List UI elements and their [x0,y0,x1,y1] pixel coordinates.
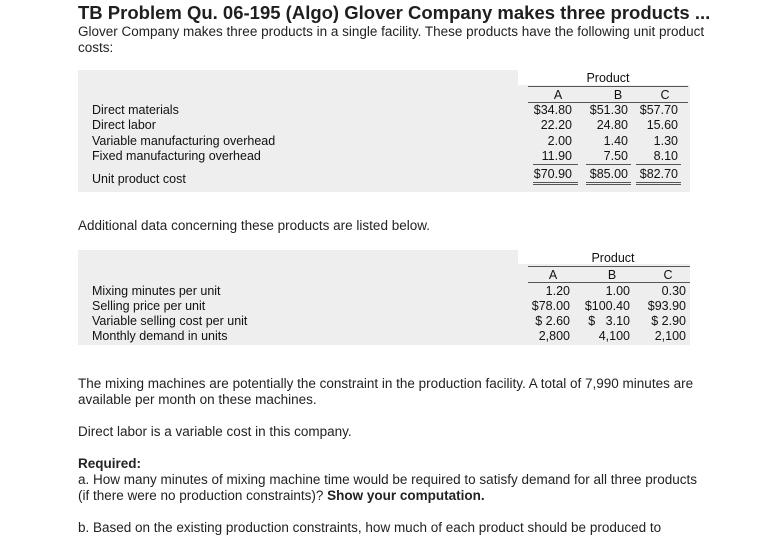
unit-product-cost-a: $70.90 [533,167,572,181]
column-header-c: C [660,88,670,102]
requirement-a: a. How many minutes of mixing machine ti… [78,472,708,504]
row-label-monthly-demand: Monthly demand in units [92,329,228,343]
row-label-variable-selling-cost: Variable selling cost per unit [92,314,248,328]
mixing-minutes-a: 1.20 [545,284,570,298]
variable-selling-cost-b: $ 3.10 [588,314,630,328]
variable-overhead-c: 1.30 [653,134,678,148]
column-header-b: B [613,88,623,102]
direct-materials-c: $57.70 [639,103,678,117]
unit-cost-table: Product A B C Direct materials $34.80 $5… [78,70,690,192]
variable-overhead-a: 2.00 [547,134,572,148]
direct-materials-a: $34.80 [533,103,572,117]
unit-product-cost-b: $85.00 [589,167,628,181]
mixing-minutes-c: 0.30 [661,284,686,298]
monthly-demand-c: 2,100 [654,329,686,343]
row-label-variable-overhead: Variable manufacturing overhead [92,134,276,148]
column-header-a-2: A [548,268,558,282]
direct-materials-b: $51.30 [589,103,628,117]
additional-data-text: Additional data concerning these product… [78,218,430,233]
row-label-mixing-minutes: Mixing minutes per unit [92,284,221,298]
direct-labor-a: 22.20 [540,118,572,132]
direct-labor-c: 15.60 [646,118,678,132]
constraint-paragraph: The mixing machines are potentially the … [78,376,694,407]
direct-labor-b: 24.80 [596,118,628,132]
selling-price-b: $100.40 [584,299,630,313]
row-label-fixed-overhead: Fixed manufacturing overhead [92,149,261,163]
variable-selling-cost-a: $ 2.60 [535,314,570,328]
requirement-a-bold: Show your computation. [327,488,485,503]
row-label-direct-labor: Direct labor [92,118,156,132]
product-group-header: Product [586,71,630,85]
monthly-demand-a: 2,800 [538,329,570,343]
intro-text: Glover Company makes three products in a… [78,24,705,55]
row-label-direct-materials: Direct materials [92,103,179,117]
direct-labor-paragraph: Direct labor is a variable cost in this … [78,424,352,439]
column-header-c-2: C [663,268,673,282]
variable-selling-cost-c: $ 2.90 [651,314,686,328]
product-group-header-2: Product [591,251,635,265]
monthly-demand-b: 4,100 [598,329,630,343]
selling-price-a: $78.00 [531,299,570,313]
unit-product-cost-c: $82.70 [639,167,678,181]
requirement-b: b. Based on the existing production cons… [78,520,662,535]
fixed-overhead-c: 8.10 [653,149,678,163]
problem-title: TB Problem Qu. 06-195 (Algo) Glover Comp… [78,2,711,23]
column-header-a: A [553,88,563,102]
variable-overhead-b: 1.40 [603,134,628,148]
mixing-minutes-b: 1.00 [605,284,630,298]
row-label-unit-product-cost: Unit product cost [92,172,186,186]
fixed-overhead-b: 7.50 [603,149,628,163]
required-label: Required: [78,456,142,471]
selling-price-c: $93.90 [647,299,686,313]
fixed-overhead-a: 11.90 [541,149,572,163]
column-header-b-2: B [607,268,617,282]
requirement-a-text: a. How many minutes of mixing machine ti… [78,472,698,503]
additional-data-table: Product A B C Mixing minutes per unit 1.… [78,250,690,345]
row-label-selling-price: Selling price per unit [92,299,206,313]
